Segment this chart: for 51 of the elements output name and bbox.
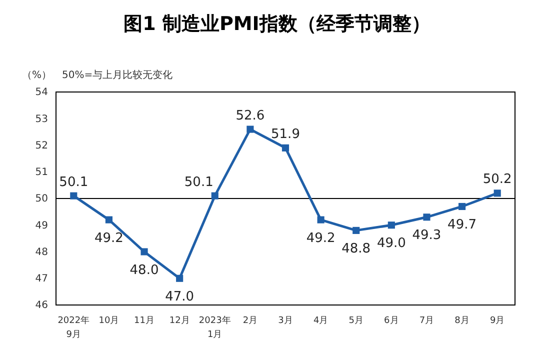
x-tick-label: 10月	[98, 316, 120, 326]
point	[423, 214, 430, 221]
x-tick-label: 2023年 1月	[198, 315, 231, 340]
point	[105, 216, 112, 224]
point	[317, 216, 324, 224]
y-tick-label: 51	[35, 167, 48, 178]
data-label: 48.8	[342, 241, 371, 256]
point	[282, 144, 290, 152]
x-tick-label: 12月	[169, 316, 190, 326]
data-label: 49.3	[412, 228, 442, 244]
data-label: 50.2	[482, 172, 512, 188]
y-tick-label: 54	[35, 87, 48, 98]
point	[388, 222, 395, 229]
x-tick-label: 6月	[384, 316, 399, 326]
x-tick-label: 2月	[242, 316, 258, 326]
y-tick-label: 48	[35, 246, 48, 258]
point	[352, 226, 360, 234]
data-label: 50.1	[59, 174, 88, 190]
point	[176, 274, 184, 282]
point	[70, 192, 78, 200]
y-tick-label: 50	[35, 194, 48, 205]
data-label: 49.7	[448, 217, 477, 232]
x-tick-label: 11月	[134, 316, 154, 326]
point	[246, 126, 254, 133]
point	[458, 202, 466, 210]
data-label: 47.0	[165, 289, 194, 304]
x-tick-label: 5月	[348, 316, 364, 326]
y-tick-label: 52	[35, 140, 48, 152]
y-tick-label: 47	[35, 274, 48, 285]
point	[494, 190, 501, 197]
data-label: 52.6	[236, 108, 265, 124]
x-tick-label: 4月	[313, 316, 328, 326]
x-tick-label: 2022年 9月	[58, 315, 90, 340]
data-label: 51.9	[271, 126, 300, 142]
y-tick-label: 53	[35, 114, 48, 125]
y-tick-label: 46	[35, 300, 48, 312]
x-tick-label: 3月	[278, 316, 293, 326]
y-tick-label: 49	[35, 220, 48, 232]
data-label: 50.1	[184, 174, 214, 190]
point	[140, 248, 148, 256]
chart-title: 图1 制造业PMI指数（经季节调整）	[124, 13, 430, 35]
text: 50%=与上月比较无变化	[62, 69, 173, 81]
data-label: 49.2	[94, 230, 124, 246]
x-tick-label: 9月	[490, 316, 505, 326]
x-tick-label: 7月	[419, 316, 434, 326]
data-label: 48.0	[130, 262, 159, 278]
y-axis-title: （%）	[22, 70, 52, 81]
data-label: 49.2	[306, 230, 336, 246]
x-tick-label: 8月	[454, 316, 470, 326]
point	[211, 192, 218, 200]
data-label: 49.0	[376, 236, 406, 252]
